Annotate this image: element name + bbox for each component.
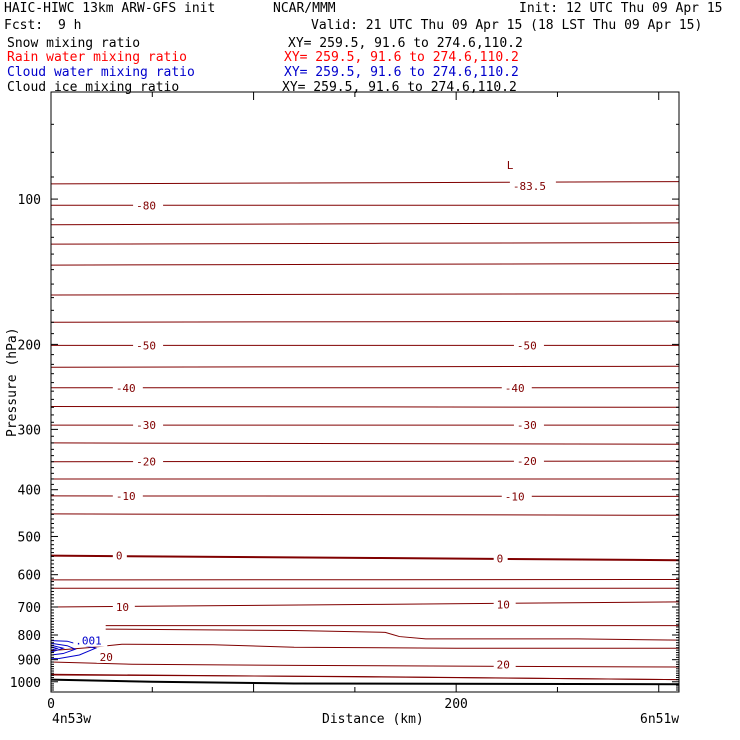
contour-label: 20 bbox=[497, 659, 510, 672]
x-tick-label: 200 bbox=[444, 697, 467, 712]
cloudwater-contour-2 bbox=[51, 642, 77, 656]
y-tick-label: 500 bbox=[18, 530, 41, 545]
field-snow-name: Snow mixing ratio bbox=[7, 36, 141, 51]
contour-label: 0 bbox=[116, 550, 123, 563]
contour-label-bg bbox=[501, 489, 532, 503]
contour-label-bg bbox=[112, 548, 127, 562]
contour-17 bbox=[87, 643, 679, 649]
model-title: HAIC-HIWC 13km ARW-GFS init bbox=[4, 1, 216, 16]
contour-label: L bbox=[507, 159, 514, 172]
y-tick-label: 200 bbox=[18, 338, 41, 353]
y-tick-label: 600 bbox=[18, 569, 41, 584]
contour-20 bbox=[51, 661, 679, 668]
y-tick-label: 700 bbox=[18, 601, 41, 616]
contour--45 bbox=[51, 365, 679, 368]
contour-label: 10 bbox=[116, 601, 129, 614]
contour-label-bg bbox=[133, 198, 164, 212]
terrain-line bbox=[51, 678, 679, 686]
contour--35 bbox=[51, 406, 679, 408]
contour-label-bg bbox=[503, 158, 518, 172]
x-tick-label: 0 bbox=[47, 697, 55, 712]
field-cloudice-name: Cloud ice mixing ratio bbox=[7, 80, 180, 95]
cloudwater-label-bg bbox=[73, 633, 108, 647]
contour-label-bg bbox=[493, 597, 516, 611]
forecast-hours: 9 h bbox=[58, 18, 82, 33]
field-rain-name: Rain water mixing ratio bbox=[7, 50, 188, 65]
contour-label: 10 bbox=[497, 599, 510, 612]
contour-label: -40 bbox=[505, 382, 525, 395]
contour--65 bbox=[51, 263, 679, 266]
contour--60 bbox=[51, 293, 679, 296]
contour-label-bg bbox=[133, 418, 164, 432]
x-axis-label: Distance (km) bbox=[322, 712, 424, 727]
init-time: Init: 12 UTC Thu 09 Apr 15 bbox=[519, 1, 723, 16]
contour-label-bg bbox=[133, 454, 164, 468]
contour-10 bbox=[51, 601, 679, 608]
valid-time: Valid: 21 UTC Thu 09 Apr 15 (18 LST Thu … bbox=[311, 18, 703, 33]
contour-label-bg bbox=[493, 551, 508, 565]
y-tick-label: 900 bbox=[18, 654, 41, 669]
contour-label: -20 bbox=[136, 456, 156, 469]
contour-label: -10 bbox=[505, 490, 525, 503]
field-cloudwater-name: Cloud water mixing ratio bbox=[7, 65, 195, 80]
contour-label-bg bbox=[112, 380, 143, 394]
cloudwater-label: .001 bbox=[75, 635, 102, 648]
y-tick-label: 100 bbox=[18, 193, 41, 208]
contour-label: -50 bbox=[517, 339, 537, 352]
contour-label: -20 bbox=[517, 455, 537, 468]
contour--75 bbox=[51, 222, 679, 226]
plot-frame bbox=[50, 91, 680, 693]
plot-area bbox=[51, 181, 679, 686]
contour-label-bg bbox=[513, 418, 544, 432]
contour-15 bbox=[105, 628, 679, 641]
contour-0 bbox=[51, 554, 679, 562]
contour-label-bg bbox=[513, 454, 544, 468]
contour-label: -30 bbox=[136, 419, 156, 432]
contour-label-bg bbox=[112, 600, 135, 614]
field-rain-xy: XY= 259.5, 91.6 to 274.6,110.2 bbox=[284, 50, 519, 65]
y-tick-label: 300 bbox=[18, 423, 41, 438]
contour-label-bg bbox=[513, 338, 544, 352]
contour-label: -50 bbox=[136, 339, 156, 352]
contour-label: 0 bbox=[497, 553, 504, 566]
contour--10 bbox=[51, 495, 679, 497]
contour-label: -83.5 bbox=[513, 180, 546, 193]
contour-label-bg bbox=[509, 179, 556, 193]
contour--5 bbox=[51, 513, 679, 516]
contour-25b bbox=[51, 674, 679, 681]
contour--25 bbox=[51, 442, 679, 445]
cloudwater-contour-3 bbox=[51, 644, 65, 653]
contour-label-bg bbox=[501, 380, 532, 394]
y-tick-label: 400 bbox=[18, 484, 41, 499]
field-cloudwater-xy: XY= 259.5, 91.6 to 274.6,110.2 bbox=[284, 65, 519, 80]
contour--70 bbox=[51, 241, 679, 245]
contour--85 bbox=[51, 181, 679, 185]
field-snow-xy: XY= 259.5, 91.6 to 274.6,110.2 bbox=[288, 36, 523, 51]
x-start-label: 4n53w bbox=[52, 712, 92, 727]
contour-label-bg bbox=[493, 657, 516, 671]
contour-label: -10 bbox=[116, 490, 136, 503]
contour-label-bg bbox=[96, 649, 119, 663]
cloudwater-contour-1 bbox=[51, 640, 98, 660]
contour-label: -30 bbox=[517, 419, 537, 432]
contour-label: -40 bbox=[116, 382, 136, 395]
y-tick-label: 1000 bbox=[10, 676, 41, 691]
contour-label: 20 bbox=[100, 651, 113, 664]
field-cloudice-xy: XY= 259.5, 91.6 to 274.6,110.2 bbox=[282, 80, 517, 95]
org-label: NCAR/MMM bbox=[273, 1, 336, 16]
contour-label-bg bbox=[133, 338, 164, 352]
contour--55 bbox=[51, 320, 679, 323]
y-tick-label: 800 bbox=[18, 629, 41, 644]
contour-label-bg bbox=[112, 488, 143, 502]
forecast-label: Fcst: bbox=[4, 18, 44, 33]
contour-label: -80 bbox=[136, 199, 156, 212]
x-end-label: 6n51w bbox=[640, 712, 680, 727]
